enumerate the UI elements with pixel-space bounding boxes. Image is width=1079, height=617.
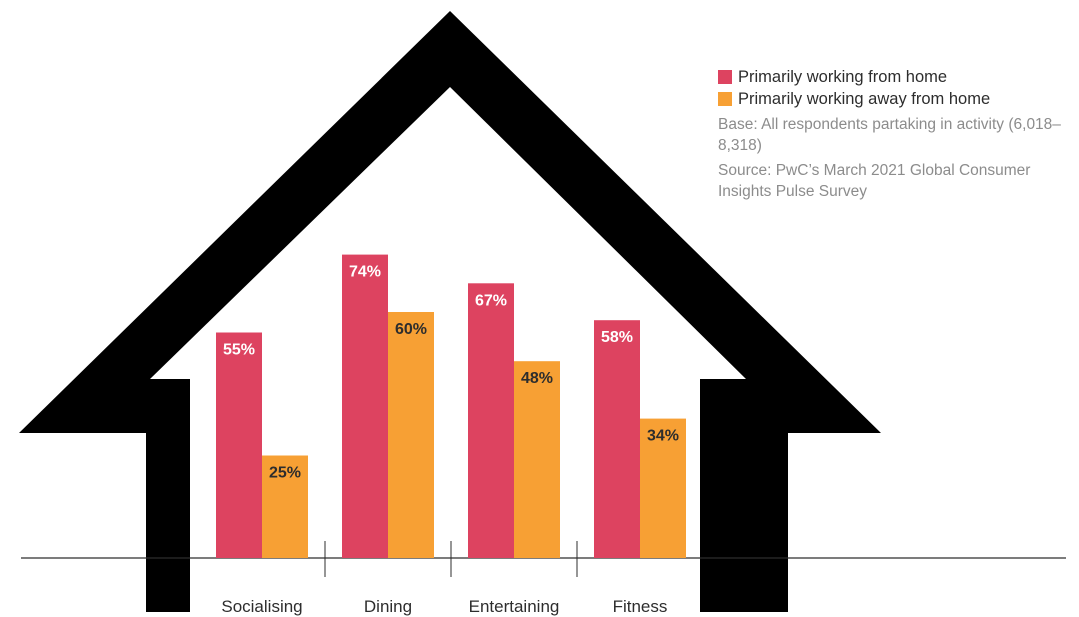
bar-label-away-entertaining: 48% bbox=[521, 370, 553, 387]
legend: Primarily working from home Primarily wo… bbox=[718, 66, 1078, 202]
category-label-dining: Dining bbox=[364, 597, 412, 616]
category-label-entertaining: Entertaining bbox=[469, 597, 560, 616]
category-label-fitness: Fitness bbox=[613, 597, 668, 616]
legend-item-home: Primarily working from home bbox=[718, 66, 1078, 88]
bar-label-home-fitness: 58% bbox=[601, 329, 633, 346]
bar-away-entertaining bbox=[514, 361, 560, 558]
legend-swatch-away bbox=[718, 92, 732, 106]
category-label-socialising: Socialising bbox=[221, 597, 302, 616]
legend-swatch-home bbox=[718, 70, 732, 84]
bar-away-fitness bbox=[640, 418, 686, 558]
base-note: Base: All respondents partaking in activ… bbox=[718, 116, 1061, 154]
bar-away-socialising bbox=[262, 455, 308, 558]
bar-away-dining bbox=[388, 312, 434, 558]
category-separators bbox=[324, 541, 578, 577]
house-illustration bbox=[19, 11, 881, 612]
category-labels: Socialising Dining Entertaining Fitness bbox=[221, 597, 667, 616]
source-note: Source: PwC’s March 2021 Global Consumer… bbox=[718, 162, 1031, 200]
bar-label-home-socialising: 55% bbox=[223, 342, 255, 359]
bar-value-labels: 55% 25% 74% 60% 67% 48% 58% 34% bbox=[223, 264, 679, 482]
bar-label-away-socialising: 25% bbox=[269, 465, 301, 482]
legend-item-away: Primarily working away from home bbox=[718, 88, 1078, 110]
legend-label-home: Primarily working from home bbox=[738, 67, 948, 86]
bar-label-home-entertaining: 67% bbox=[475, 292, 507, 309]
bar-label-away-fitness: 34% bbox=[647, 428, 679, 445]
bar-label-away-dining: 60% bbox=[395, 321, 427, 338]
bars-group bbox=[216, 254, 686, 558]
bar-home-dining bbox=[342, 254, 388, 558]
bar-home-fitness bbox=[594, 320, 640, 558]
bar-label-home-dining: 74% bbox=[349, 264, 381, 281]
bar-home-socialising bbox=[216, 332, 262, 558]
bar-home-entertaining bbox=[468, 283, 514, 558]
legend-label-away: Primarily working away from home bbox=[738, 89, 991, 108]
